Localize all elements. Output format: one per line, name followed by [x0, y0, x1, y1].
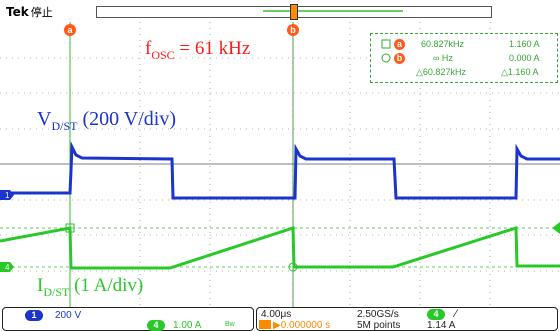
- readout-b-current: 0.000 A: [509, 53, 540, 63]
- ch4-ground-marker[interactable]: 4: [0, 262, 14, 272]
- trigger-level: 1.14 A: [427, 320, 456, 331]
- ch4-trigger-level-marker[interactable]: [552, 222, 560, 234]
- ch4-badge: 4: [147, 320, 165, 331]
- readout-a-current: 1.160 A: [509, 39, 540, 49]
- ch1-marker-text: 1: [5, 191, 10, 200]
- cursor-readout-box[interactable]: a 60.827kHz 1.160 A b ∞ Hz 0.000 A △60.8…: [370, 33, 558, 83]
- readout-a-freq: 60.827kHz: [421, 39, 465, 49]
- ch1-waveform-vdst: [0, 141, 560, 200]
- circle-icon: [381, 53, 391, 65]
- status-bar: 1 200 V 4 1.00 A Bw 4.00μs ▶0.000000 s 2…: [0, 307, 560, 331]
- cursor-b-label[interactable]: b: [287, 24, 299, 36]
- fosc-annotation: fOSC = 61 kHz: [145, 38, 251, 62]
- trigger-pos-icon: [259, 320, 271, 329]
- square-icon: [381, 39, 391, 51]
- trigger-position: ▶0.000000 s: [273, 320, 331, 331]
- idst-annotation: ID/ST (1 A/div): [37, 275, 144, 299]
- acquisition-state: 停止: [30, 6, 53, 19]
- readout-b-freq: ∞ Hz: [433, 53, 453, 63]
- readout-b-badge: b: [394, 53, 405, 64]
- readout-a-badge: a: [394, 39, 405, 50]
- readout-delta-current: △1.160 A: [501, 67, 539, 77]
- ch4-marker-text: 4: [5, 263, 10, 272]
- cursor-a-label[interactable]: a: [64, 24, 76, 36]
- ch1-ground-marker[interactable]: 1: [0, 190, 14, 200]
- record-view-window[interactable]: [263, 10, 403, 12]
- readout-delta-freq: △60.827kHz: [416, 67, 466, 77]
- sample-rate: 2.50GS/s: [357, 309, 399, 320]
- readout-row-b: b ∞ Hz 0.000 A: [371, 53, 557, 65]
- ch4-waveform-idst: [0, 225, 560, 270]
- trigger-source-badge: 4: [427, 309, 445, 320]
- channel-settings-box[interactable]: 1 200 V 4 1.00 A Bw: [2, 307, 254, 331]
- trigger-position-marker[interactable]: [290, 4, 298, 20]
- bandwidth-limit-icon: Bw: [225, 321, 235, 328]
- ch4-scale: 1.00 A: [173, 320, 202, 331]
- record-length: 5M points: [357, 320, 401, 331]
- readout-row-a: a 60.827kHz 1.160 A: [371, 39, 557, 51]
- vdst-annotation: VD/ST (200 V/div): [37, 108, 176, 133]
- timebase-trigger-box[interactable]: 4.00μs ▶0.000000 s 2.50GS/s 5M points 4 …: [256, 307, 558, 331]
- timebase: 4.00μs: [261, 309, 292, 320]
- ch1-scale: 200 V: [55, 310, 82, 321]
- readout-row-delta: △60.827kHz △1.160 A: [371, 67, 557, 79]
- ch1-badge: 1: [25, 310, 43, 321]
- brand-logo: Tek: [6, 5, 29, 19]
- brand-status: Tek 停止: [6, 4, 53, 20]
- trigger-slope-icon: ∕: [455, 308, 457, 320]
- top-bar: Tek 停止: [0, 0, 560, 22]
